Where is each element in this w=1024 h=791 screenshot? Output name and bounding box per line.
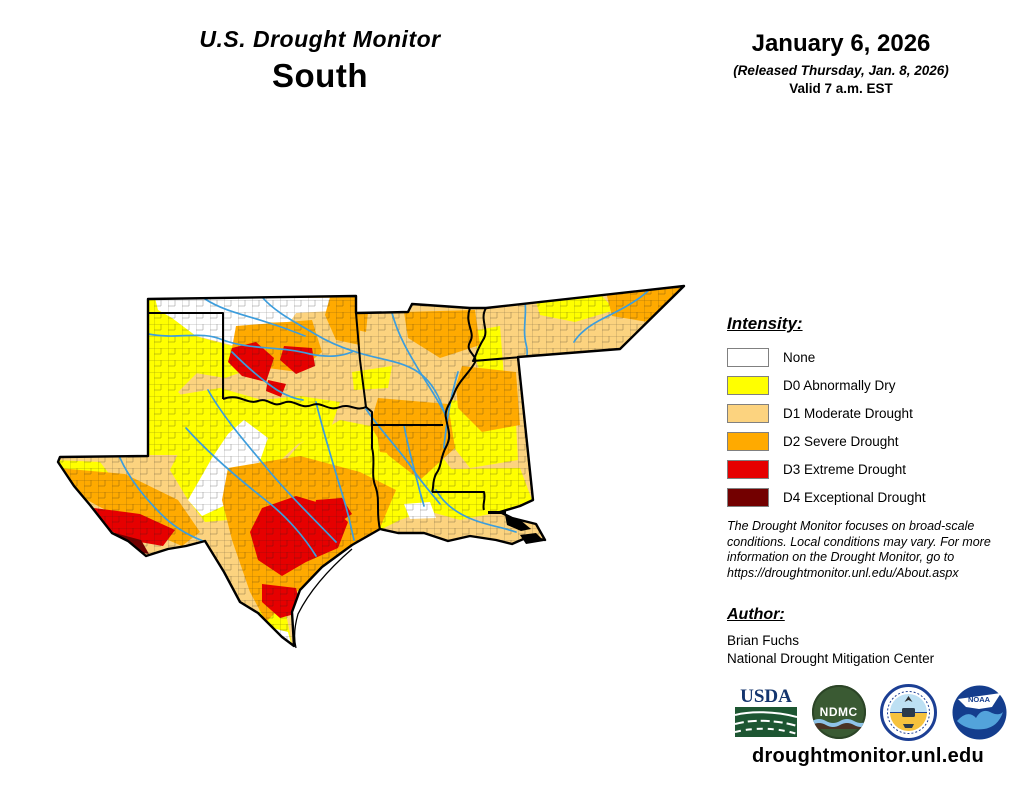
- legend-item: None: [727, 343, 1007, 371]
- barrier-island: [294, 548, 353, 649]
- page-title: U.S. Drought Monitor: [199, 26, 441, 52]
- noaa-wordmark: NOAA: [968, 695, 991, 704]
- legend-label: None: [783, 349, 816, 365]
- legend-item: D3 Extreme Drought: [727, 455, 1007, 483]
- logo-row: USDA NDMC: [735, 682, 1007, 742]
- legend-items: None D0 Abnormally Dry D1 Moderate Droug…: [727, 343, 1007, 511]
- disclaimer-text: The Drought Monitor focuses on broad-sca…: [727, 519, 991, 580]
- legend-label: D0 Abnormally Dry: [783, 377, 896, 393]
- map-date: January 6, 2026: [751, 30, 931, 57]
- legend-item: D1 Moderate Drought: [727, 399, 1007, 427]
- usda-field-graphic: [735, 707, 797, 737]
- legend-label: D4 Exceptional Drought: [783, 489, 926, 505]
- legend-swatch: [727, 431, 769, 451]
- legend-item: D2 Severe Drought: [727, 427, 1007, 455]
- legend-swatch: [727, 347, 769, 367]
- valid-note: Valid 7 a.m. EST: [789, 81, 893, 96]
- legend-swatch: [727, 375, 769, 395]
- released-note: (Released Thursday, Jan. 8, 2026): [733, 63, 949, 78]
- site-url: droughtmonitor.unl.edu: [751, 745, 985, 767]
- author-heading: Author:: [727, 606, 785, 623]
- usda-wordmark: USDA: [740, 686, 792, 707]
- region-title: South: [272, 57, 368, 94]
- author-org: National Drought Mitigation Center: [727, 651, 935, 666]
- legend: Intensity: None D0 Abnormally Dry D1 Mod…: [727, 314, 1007, 511]
- title-block: U.S. Drought Monitor South: [110, 26, 530, 95]
- doc-seal-logo: [880, 683, 938, 741]
- county-grid: [58, 286, 684, 646]
- usda-logo: USDA: [735, 687, 797, 737]
- author-block: Author: Brian Fuchs National Drought Mit…: [727, 606, 1009, 666]
- ndmc-wave-graphic: [811, 719, 866, 729]
- legend-label: D1 Moderate Drought: [783, 405, 913, 421]
- legend-label: D2 Severe Drought: [783, 433, 899, 449]
- author-name: Brian Fuchs: [727, 633, 800, 648]
- ndmc-wordmark: NDMC: [819, 705, 858, 719]
- legend-label: D3 Extreme Drought: [783, 461, 907, 477]
- legend-swatch: [727, 403, 769, 423]
- legend-item: D0 Abnormally Dry: [727, 371, 1007, 399]
- delta-marsh: [488, 511, 544, 544]
- legend-item: D4 Exceptional Drought: [727, 483, 1007, 511]
- legend-swatch: [727, 487, 769, 507]
- legend-swatch: [727, 459, 769, 479]
- date-block: January 6, 2026 (Released Thursday, Jan.…: [698, 30, 984, 96]
- ndmc-logo: NDMC: [811, 685, 866, 739]
- region-outline: [56, 284, 686, 648]
- noaa-logo: NOAA: [952, 685, 1007, 739]
- intensity-heading: Intensity:: [727, 314, 803, 333]
